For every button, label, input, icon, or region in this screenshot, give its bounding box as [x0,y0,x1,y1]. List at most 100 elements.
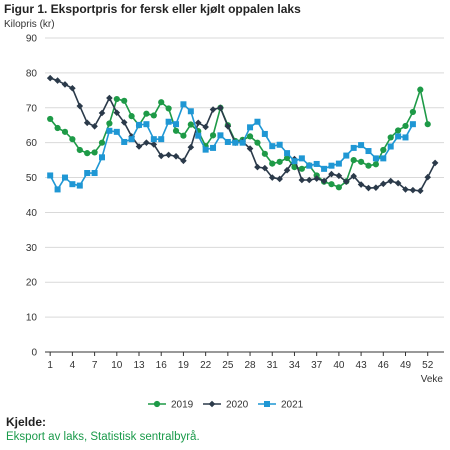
data-point-2021 [269,143,276,150]
data-point-2020 [254,163,261,171]
x-tick-label: 13 [133,360,145,371]
data-point-2019 [106,120,113,127]
data-point-2021 [291,158,298,165]
data-point-2019 [335,184,342,191]
y-tick-label: 80 [26,68,38,79]
data-point-2019 [387,134,394,141]
data-point-2020 [268,174,276,181]
data-point-2019 [69,136,76,143]
data-point-2019 [98,139,106,146]
data-point-2019 [298,165,305,172]
data-point-2019 [91,149,98,156]
data-point-2020 [113,109,121,116]
y-tick-label: 50 [26,173,38,184]
data-point-2020 [54,77,61,84]
data-point-2021 [409,121,416,128]
legend-marker-2020 [208,400,216,408]
data-point-2019 [180,132,187,139]
data-point-2021 [380,155,387,162]
data-point-2019 [128,113,135,120]
x-tick-label: 22 [200,360,212,371]
data-point-2021 [84,170,91,177]
legend-marker-2019 [153,400,161,408]
data-point-2019 [402,122,409,130]
data-point-2019 [246,133,254,140]
y-axis-label: Kilopris (kr) [4,19,55,30]
data-point-2021 [128,136,135,143]
data-point-2021 [284,150,291,157]
data-point-2020 [357,181,365,188]
data-point-2020 [209,106,217,113]
data-point-2021 [180,101,187,108]
source-link[interactable]: Eksport av laks, Statistisk sentralbyrå. [6,431,200,443]
data-point-2020 [106,94,113,102]
data-point-2021 [306,162,313,169]
y-tick-label: 90 [26,34,38,45]
data-point-2021 [321,165,328,172]
data-point-2019 [261,150,268,157]
data-point-2019 [269,160,276,167]
x-tick-label: 31 [267,360,279,371]
data-point-2021 [328,162,335,169]
data-point-2020 [69,84,76,92]
y-tick-label: 70 [26,103,38,114]
data-point-2021 [136,121,143,128]
data-point-2019 [187,121,194,128]
data-point-2020 [217,104,224,112]
data-point-2020 [424,173,432,181]
data-point-2019 [254,139,261,146]
data-point-2020 [202,123,209,131]
data-point-2020 [76,102,84,110]
data-point-2019 [395,127,402,134]
data-point-2020 [313,175,320,182]
data-point-2020 [120,119,128,126]
x-tick-label: 37 [311,360,323,371]
data-point-2021 [150,136,157,143]
data-point-2021 [224,138,231,145]
y-tick-label: 20 [26,278,38,289]
x-tick-label: 7 [92,360,98,371]
data-point-2020 [305,176,313,184]
data-point-2019 [47,115,54,123]
data-point-2019 [150,112,157,119]
data-point-2021 [387,143,394,150]
data-point-2019 [61,128,69,135]
data-point-2021 [210,144,217,151]
x-tick-label: 25 [222,360,234,371]
data-point-2019 [209,132,217,139]
data-point-2020 [342,178,350,186]
data-point-2019 [417,86,424,93]
data-point-2019 [84,150,91,157]
data-point-2019 [380,146,387,154]
data-point-2019 [76,146,83,154]
legend-marker-2021 [264,401,270,407]
data-point-2021 [106,127,113,134]
data-point-2020 [143,139,150,146]
data-point-2019 [158,99,165,106]
data-point-2021 [395,133,402,140]
data-point-2020 [46,74,54,82]
data-point-2020 [165,151,172,159]
series-line-2019 [49,88,429,189]
data-point-2019 [357,158,365,165]
legend-label-2021: 2021 [281,400,304,411]
data-point-2020 [328,170,335,178]
data-point-2021 [165,118,172,125]
data-point-2020 [365,184,372,192]
data-point-2021 [261,130,268,137]
data-point-2020 [224,122,232,130]
data-point-2019 [54,124,61,132]
data-point-2020 [402,186,409,193]
data-point-2020 [394,179,402,187]
x-tick-label: 43 [356,360,368,371]
x-tick-label: 1 [47,360,53,371]
data-point-2021 [158,136,165,143]
data-point-2021 [402,134,409,141]
data-point-2021 [298,155,305,162]
data-point-2020 [417,187,424,195]
data-point-2019 [172,127,180,134]
x-tick-label: 40 [333,360,345,371]
y-tick-label: 40 [26,208,38,219]
data-point-2020 [180,157,187,165]
